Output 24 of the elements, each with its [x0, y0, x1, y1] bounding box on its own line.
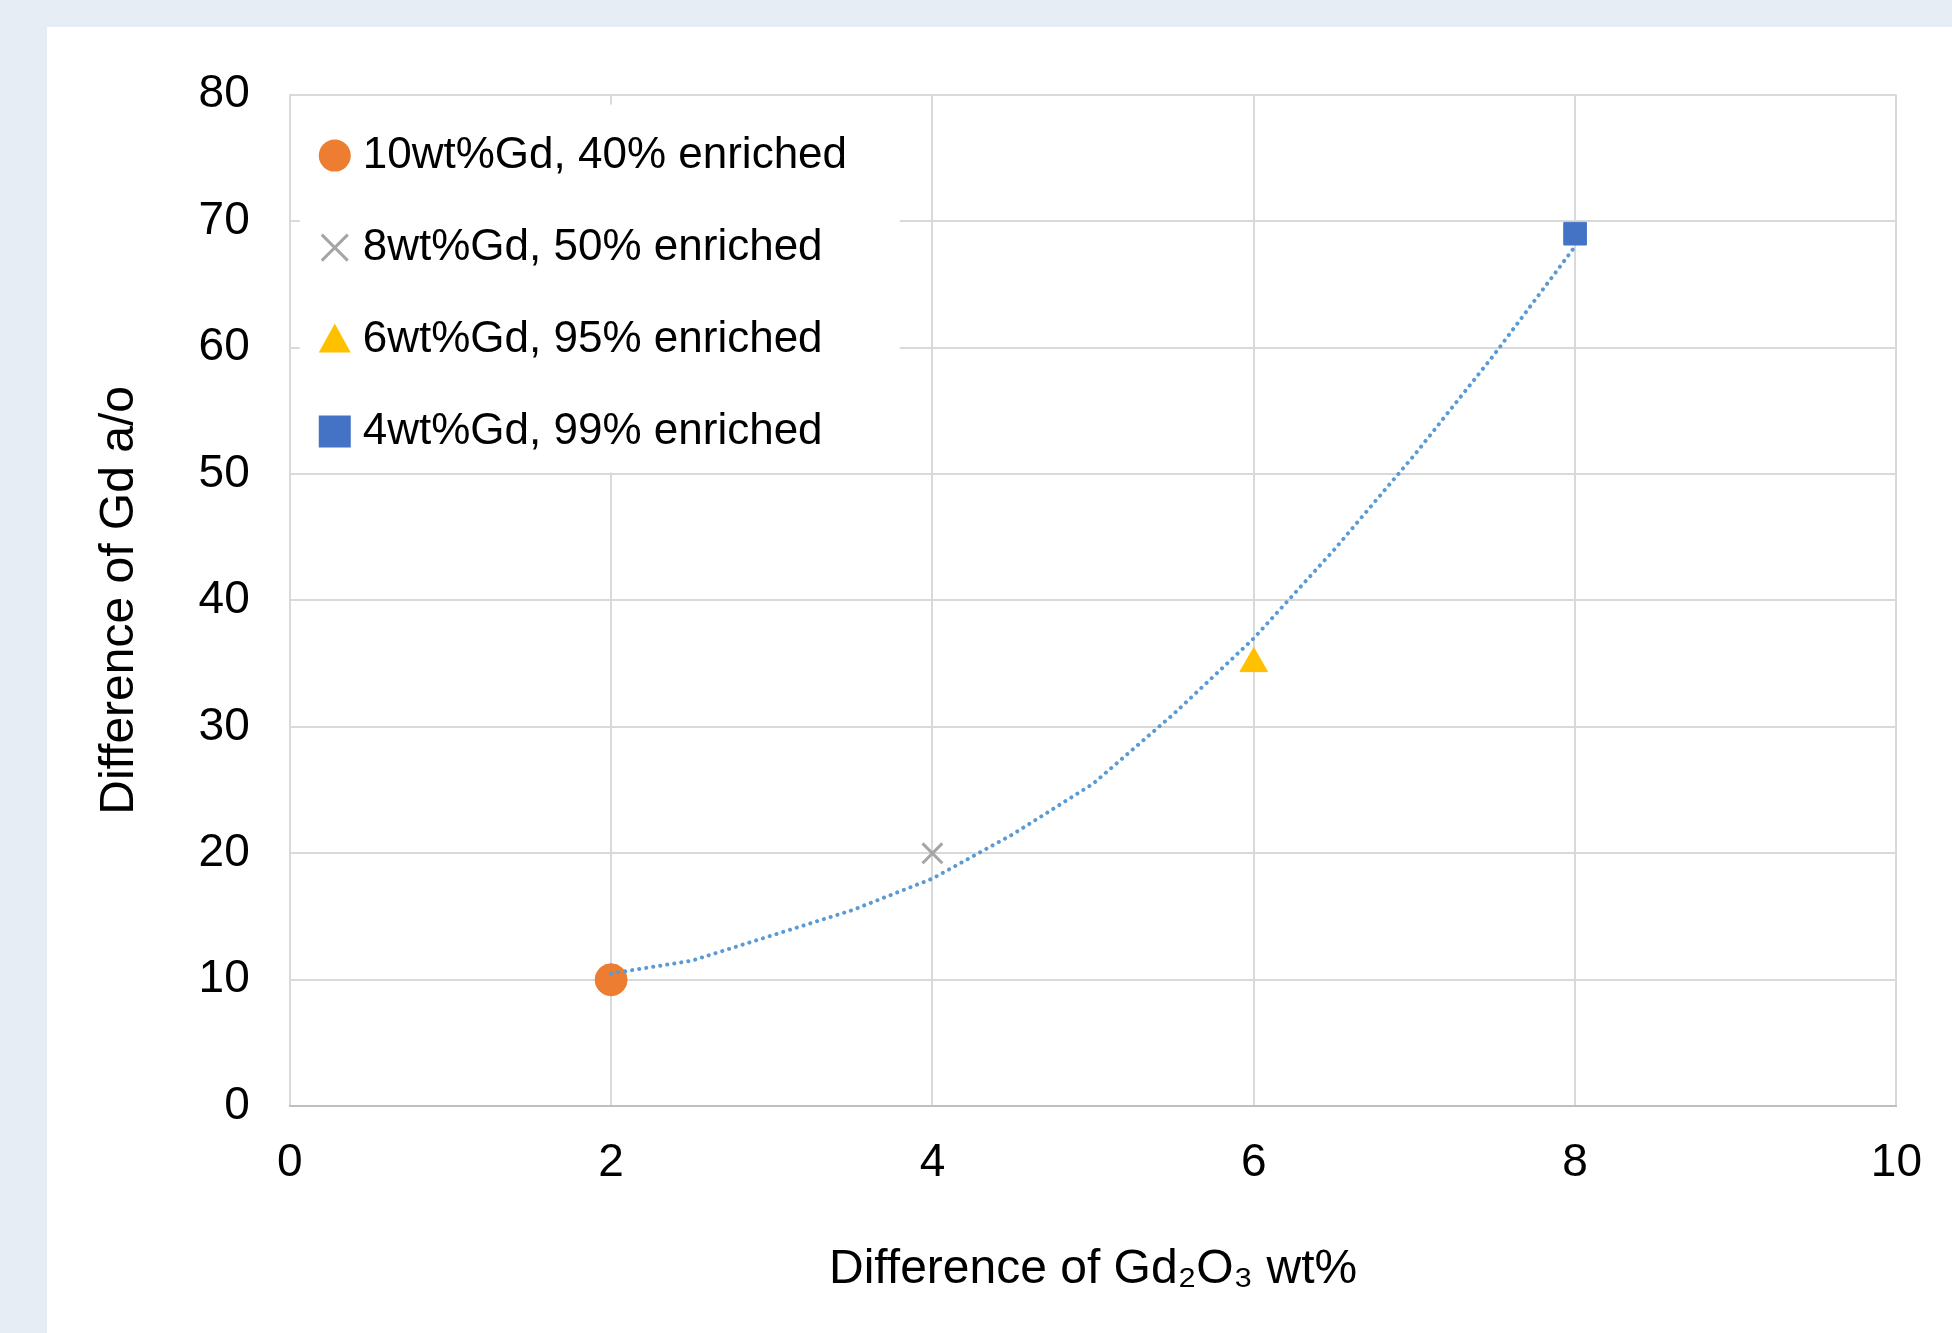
legend-label: 6wt%Gd, 95% enriched: [362, 311, 823, 361]
y-tick-label: 60: [198, 318, 250, 371]
x-tick-label: 0: [276, 1134, 303, 1187]
x-tick-label: 6: [1240, 1134, 1267, 1187]
y-tick-label: 30: [198, 697, 250, 750]
legend-label: 4wt%Gd, 99% enriched: [362, 403, 823, 453]
legend-label: 10wt%Gd, 40% enriched: [362, 127, 848, 177]
y-tick-label: 10: [198, 950, 250, 1003]
x-tick-label: 4: [919, 1134, 946, 1187]
x-tick-label: 2: [598, 1134, 624, 1187]
y-tick-label: 80: [198, 65, 250, 118]
y-tick-label: 50: [198, 444, 250, 497]
y-tick-label: 20: [198, 823, 250, 876]
y-tick-label: 70: [198, 191, 250, 244]
y-tick-label: 40: [198, 571, 250, 624]
y-axis-title: Difference of Gd a/o: [90, 386, 144, 815]
x-tick-label: 8: [1562, 1134, 1588, 1187]
point: [594, 963, 628, 997]
point: [1563, 221, 1587, 246]
x-axis-title: Difference of Gd₂O₃ wt%: [829, 1240, 1358, 1294]
point: [921, 841, 944, 865]
legend-label: 8wt%Gd, 50% enriched: [362, 219, 823, 269]
y-tick-label: 0: [224, 1076, 250, 1129]
x-tick-label: 10: [1870, 1134, 1922, 1187]
